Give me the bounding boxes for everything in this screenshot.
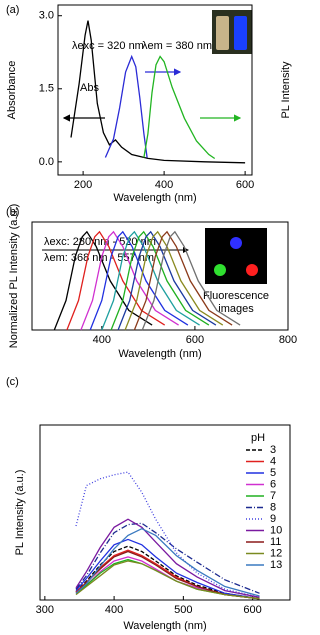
y-tick-label: 0.0 [39,156,54,168]
y2-axis-label: PL Intensity [280,61,292,119]
x-tick-label: 400 [155,179,173,191]
plot-frame [57,4,253,176]
legend-label: 9 [270,513,276,525]
y-axis-label: Normalized PL Intensity (a.u.) [8,204,20,348]
x-axis-label: Wavelength (nm) [118,348,201,360]
line-series [75,518,260,598]
legend-label: 8 [270,501,276,513]
panel-label: (b) [6,206,19,218]
line-series [141,230,241,331]
legend-title: pH [251,432,265,444]
y-axis-label: PL Intensity (a.u.) [14,470,26,556]
line-series [66,230,166,331]
legend-label: 7 [270,490,276,502]
line-series [75,538,260,600]
x-axis-label: Wavelength (nm) [113,192,196,204]
photo-inset [212,10,252,54]
inset-caption: images [218,303,254,315]
legend-label: 4 [270,455,276,467]
y-tick-label: 1.5 [39,83,54,95]
line-series [101,230,200,331]
line-series [75,560,260,600]
plot-frame [31,221,289,331]
annotation: Abs [80,82,99,94]
x-tick-label: 500 [174,604,192,616]
annotation: λem = 380 nm [142,40,212,52]
line-series [75,545,260,600]
line-series [75,471,260,598]
line-series [110,230,210,331]
fluorescence-inset [205,228,267,284]
x-axis-label: Wavelength (nm) [123,620,206,632]
legend-label: 3 [270,444,276,456]
x-tick-label: 400 [93,334,111,346]
legend-label: 12 [270,547,282,559]
line-series [124,230,224,331]
y-axis-label: Absorbance [6,61,18,120]
figure: (a) 200 400 600 0.0 1.5 3.0 Wavelength (nm) Abso… [6,4,297,632]
x-tick-label: 400 [105,604,123,616]
line-series [75,522,260,594]
x-tick-label: 800 [279,334,297,346]
line-series [133,230,233,331]
panel-label: (c) [6,376,19,388]
line-series [75,556,260,600]
x-tick-label: 200 [74,179,92,191]
panel-label: (a) [6,4,19,16]
line-series [89,230,189,331]
y-tick-label: 3.0 [39,10,54,22]
legend-label: 13 [270,559,282,571]
line-series [75,550,260,600]
x-tick-label: 300 [36,604,54,616]
line-series [75,527,260,597]
inset-caption: Fluorescence [203,290,269,302]
x-tick-label: 600 [243,604,261,616]
line-series [143,55,216,160]
line-series [70,20,246,164]
legend-label: 5 [270,467,276,479]
x-tick-label: 600 [236,179,254,191]
line-series [117,230,217,331]
line-series [104,54,148,158]
legend-label: 6 [270,478,276,490]
legend-label: 10 [270,524,282,536]
line-series [80,230,179,331]
legend-label: 11 [270,536,281,548]
annotation: λexc = 320 nm [72,40,144,52]
x-tick-label: 600 [186,334,204,346]
plot-frame [39,424,291,601]
